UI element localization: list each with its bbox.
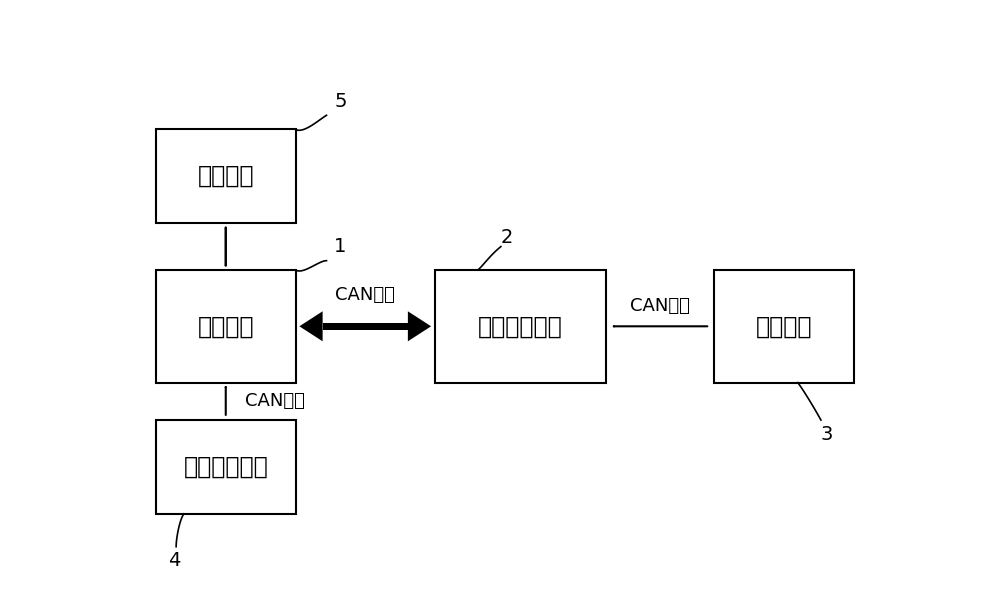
Text: 2: 2 bbox=[501, 228, 513, 247]
Bar bbox=[323, 323, 408, 330]
Text: 4: 4 bbox=[168, 551, 181, 571]
Text: CAN总线: CAN总线 bbox=[245, 392, 305, 410]
Polygon shape bbox=[408, 311, 431, 341]
Text: 1: 1 bbox=[334, 237, 347, 256]
Text: CAN总线: CAN总线 bbox=[335, 286, 395, 304]
Text: CAN总线: CAN总线 bbox=[630, 297, 690, 315]
Text: 遥控模块: 遥控模块 bbox=[198, 164, 254, 188]
Bar bbox=[435, 270, 606, 382]
Text: 3: 3 bbox=[821, 425, 833, 444]
Text: 通信模块: 通信模块 bbox=[198, 314, 254, 339]
Bar bbox=[156, 420, 296, 514]
Bar bbox=[156, 129, 296, 223]
Text: 5: 5 bbox=[334, 91, 347, 111]
Polygon shape bbox=[299, 311, 323, 341]
Bar bbox=[156, 270, 296, 382]
Text: 传感模块: 传感模块 bbox=[756, 314, 812, 339]
Bar bbox=[714, 270, 854, 382]
Text: 车辆控制模块: 车辆控制模块 bbox=[478, 314, 563, 339]
Text: 图像处理模块: 图像处理模块 bbox=[183, 455, 268, 479]
